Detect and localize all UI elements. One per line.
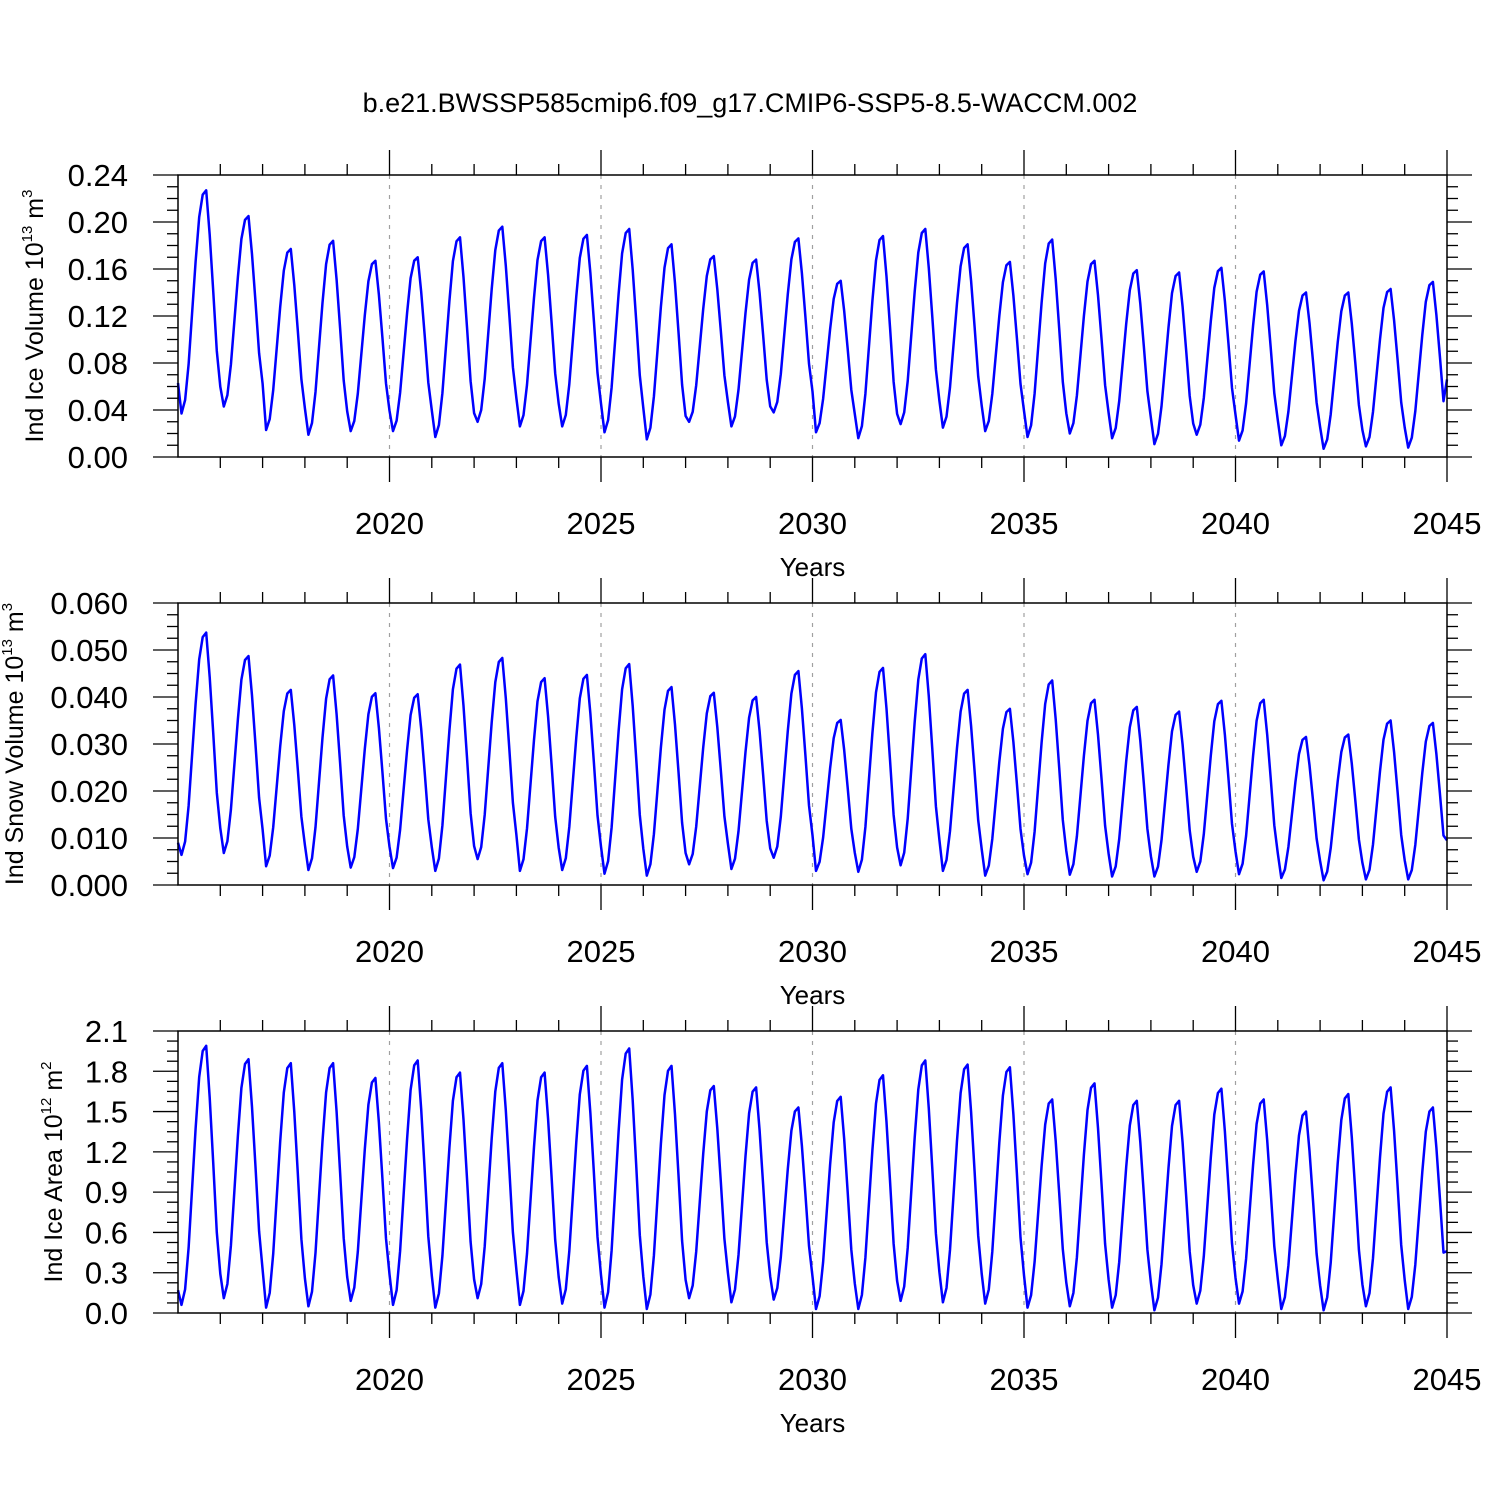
ice-area-y-tick-label: 1.5 [85,1095,128,1130]
snow-volume-x-tick-label: 2045 [1413,934,1482,969]
ice-volume-x-axis-label: Years [780,552,846,582]
snow-volume-x-tick-label: 2025 [567,934,636,969]
ice-volume-plot-frame [177,174,1448,458]
snow-volume-x-tick-label: 2040 [1201,934,1270,969]
ice-area-x-tick-label: 2030 [778,1362,847,1397]
ice-area-y-label-text: Ind Ice Area 10 [40,1114,68,1282]
ice-volume-x-tick-label: 2045 [1413,506,1482,541]
ice-volume-y-tick-label: 0.20 [68,205,128,240]
snow-volume-y-tick-label: 0.000 [50,868,128,903]
ice-area-y-tick-label: 0.9 [85,1175,128,1210]
panel-ice-volume: 2020 2025 2030 2035 2040 2045 0.00 0.04 0.08 0.1… [19,150,1481,582]
snow-volume-x-tick-label: 2020 [355,934,424,969]
ice-volume-x-tick-label: 2030 [778,506,847,541]
ice-volume-x-tick-label: 2025 [567,506,636,541]
ice-volume-y-tick-label: 0.08 [68,346,128,381]
ice-area-y-label-unit-exponent: 2 [38,1062,55,1070]
snow-volume-x-tick-label: 2035 [990,934,1059,969]
snow-volume-y-axis-label: Ind Snow Volume 1013 m3 [0,603,29,885]
snow-volume-y-tick-label: 0.010 [50,821,128,856]
snow-volume-y-tick-label: 0.040 [50,680,128,715]
ice-area-x-tick-label: 2020 [355,1362,424,1397]
snow-volume-y-tick-label: 0.050 [50,633,128,668]
snow-volume-y-tick-label: 0.020 [50,774,128,809]
ice-volume-y-tick-labels: 0.00 0.04 0.08 0.12 0.16 0.20 0.24 [68,158,128,475]
ice-volume-series-line [176,189,1449,451]
ice-area-y-axis-label: Ind Ice Area 1012 m2 [38,1062,68,1283]
ice-area-x-tick-label: 2045 [1413,1362,1482,1397]
ice-volume-x-tick-labels: 2020 2025 2030 2035 2040 2045 [355,506,1481,541]
snow-volume-y-tick-label: 0.060 [50,586,128,621]
snow-volume-x-tick-labels: 2020 2025 2030 2035 2040 2045 [355,934,1481,969]
ice-area-y-tick-label: 2.1 [85,1014,128,1049]
snow-volume-y-label-unit-exponent: 3 [0,603,16,611]
ice-area-x-tick-labels: 2020 2025 2030 2035 2040 2045 [355,1362,1481,1397]
ice-area-y-tick-label: 1.8 [85,1054,128,1089]
ice-volume-y-tick-label: 0.16 [68,252,128,287]
ice-volume-y-axis-label: Ind Ice Volume 1013 m3 [19,190,49,443]
panel-snow-volume: 2020 2025 2030 2035 2040 2045 0.000 0.010 0.020… [0,578,1481,1010]
ice-volume-y-tick-label: 0.00 [68,440,128,475]
ice-area-gridlines [388,1031,1237,1313]
ice-area-ticks [153,1006,1472,1338]
ice-volume-x-tick-label: 2040 [1201,506,1270,541]
ice-volume-y-label-exponent: 13 [19,226,36,243]
snow-volume-y-label-unit: m [1,611,29,639]
ice-area-plot-frame [177,1030,1448,1314]
ice-volume-y-tick-label: 0.12 [68,299,128,334]
ice-area-x-tick-label: 2025 [567,1362,636,1397]
ice-area-y-label-unit: m [40,1070,68,1098]
ice-volume-y-label-text: Ind Ice Volume 10 [21,242,49,442]
ice-area-y-tick-labels: 0.0 0.3 0.6 0.9 1.2 1.5 1.8 2.1 [85,1014,128,1331]
snow-volume-x-tick-label: 2030 [778,934,847,969]
ice-area-x-tick-label: 2035 [990,1362,1059,1397]
ice-volume-ticks [153,150,1472,482]
ice-area-y-label-exponent: 12 [38,1098,55,1115]
ice-volume-x-tick-label: 2035 [990,506,1059,541]
ice-area-x-axis-label: Years [780,1408,846,1438]
snow-volume-x-axis-label: Years [780,980,846,1010]
snow-volume-y-tick-label: 0.030 [50,727,128,762]
ice-volume-y-label-unit-exponent: 3 [19,190,36,198]
snow-volume-y-label-text: Ind Snow Volume 10 [1,656,29,885]
snow-volume-y-tick-labels: 0.000 0.010 0.020 0.030 0.040 0.050 0.060 [50,586,128,903]
ice-volume-y-label-unit: m [21,198,49,226]
snow-volume-gridlines [388,603,1237,885]
figure-title: b.e21.BWSSP585cmip6.f09_g17.CMIP6-SSP5-8… [363,88,1138,118]
ice-area-y-tick-label: 0.6 [85,1215,128,1250]
snow-volume-y-label-exponent: 13 [0,639,16,656]
ice-volume-gridlines [388,175,1237,457]
snow-volume-plot-frame [177,602,1448,886]
ice-volume-x-tick-label: 2020 [355,506,424,541]
ice-area-x-tick-label: 2040 [1201,1362,1270,1397]
snow-volume-series-line [176,631,1449,882]
ice-volume-y-tick-label: 0.24 [68,158,128,193]
ice-area-y-tick-label: 0.3 [85,1256,128,1291]
ice-area-y-tick-label: 1.2 [85,1135,128,1170]
snow-volume-ticks [153,578,1472,910]
ice-volume-y-tick-label: 0.04 [68,393,128,428]
panel-ice-area: 2020 2025 2030 2035 2040 2045 0.0 0.3 0.6 0.9 1.2… [38,1006,1481,1438]
ice-area-y-tick-label: 0.0 [85,1296,128,1331]
ice-area-series-line [176,1044,1448,1312]
